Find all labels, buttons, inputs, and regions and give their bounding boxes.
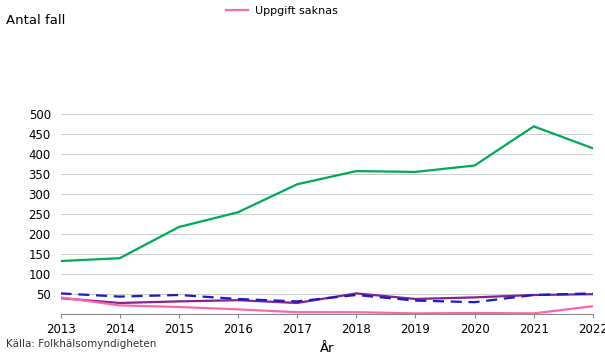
- Legend: Män som smittats genom sex med män, Män som smittats genom sex med kvinnor, Kvin: Män som smittats genom sex med män, Män …: [226, 0, 492, 16]
- Kvinnor: [175, 293, 183, 297]
- Män som smittats genom sex med män: [293, 182, 301, 186]
- Män som smittats genom sex med män: [175, 225, 183, 229]
- Line: Uppgift saknas: Uppgift saknas: [60, 297, 593, 313]
- Kvinnor: [234, 297, 241, 301]
- Kvinnor: [530, 293, 537, 297]
- Män som smittats genom sex med män: [116, 256, 123, 261]
- Uppgift saknas: [530, 311, 537, 316]
- Män som smittats genom sex med kvinnor: [412, 297, 419, 301]
- Line: Män som smittats genom sex med kvinnor: Män som smittats genom sex med kvinnor: [60, 293, 593, 303]
- Kvinnor: [293, 299, 301, 304]
- Kvinnor: [116, 294, 123, 299]
- Män som smittats genom sex med män: [234, 210, 241, 214]
- Uppgift saknas: [234, 307, 241, 311]
- Uppgift saknas: [175, 305, 183, 309]
- Män som smittats genom sex med kvinnor: [57, 296, 64, 300]
- Män som smittats genom sex med kvinnor: [234, 298, 241, 302]
- Uppgift saknas: [116, 303, 123, 307]
- Uppgift saknas: [293, 310, 301, 314]
- Uppgift saknas: [57, 295, 64, 299]
- Män som smittats genom sex med kvinnor: [471, 295, 478, 299]
- Kvinnor: [412, 299, 419, 303]
- Uppgift saknas: [589, 304, 597, 308]
- Uppgift saknas: [412, 311, 419, 316]
- Män som smittats genom sex med män: [57, 259, 64, 263]
- Män som smittats genom sex med kvinnor: [530, 293, 537, 297]
- Text: Antal fall: Antal fall: [6, 14, 65, 27]
- X-axis label: År: År: [319, 342, 334, 353]
- Line: Män som smittats genom sex med män: Män som smittats genom sex med män: [60, 126, 593, 261]
- Text: Källa: Folkhälsomyndigheten: Källa: Folkhälsomyndigheten: [6, 340, 157, 349]
- Kvinnor: [57, 291, 64, 295]
- Uppgift saknas: [471, 311, 478, 315]
- Män som smittats genom sex med män: [412, 170, 419, 174]
- Män som smittats genom sex med kvinnor: [175, 299, 183, 304]
- Män som smittats genom sex med män: [530, 124, 537, 128]
- Män som smittats genom sex med män: [589, 146, 597, 150]
- Män som smittats genom sex med kvinnor: [293, 301, 301, 305]
- Män som smittats genom sex med kvinnor: [353, 291, 360, 295]
- Kvinnor: [589, 291, 597, 295]
- Män som smittats genom sex med kvinnor: [589, 292, 597, 296]
- Män som smittats genom sex med män: [471, 163, 478, 168]
- Uppgift saknas: [353, 310, 360, 314]
- Kvinnor: [471, 300, 478, 304]
- Män som smittats genom sex med män: [353, 169, 360, 173]
- Line: Kvinnor: Kvinnor: [60, 293, 593, 302]
- Män som smittats genom sex med kvinnor: [116, 301, 123, 305]
- Kvinnor: [353, 293, 360, 297]
